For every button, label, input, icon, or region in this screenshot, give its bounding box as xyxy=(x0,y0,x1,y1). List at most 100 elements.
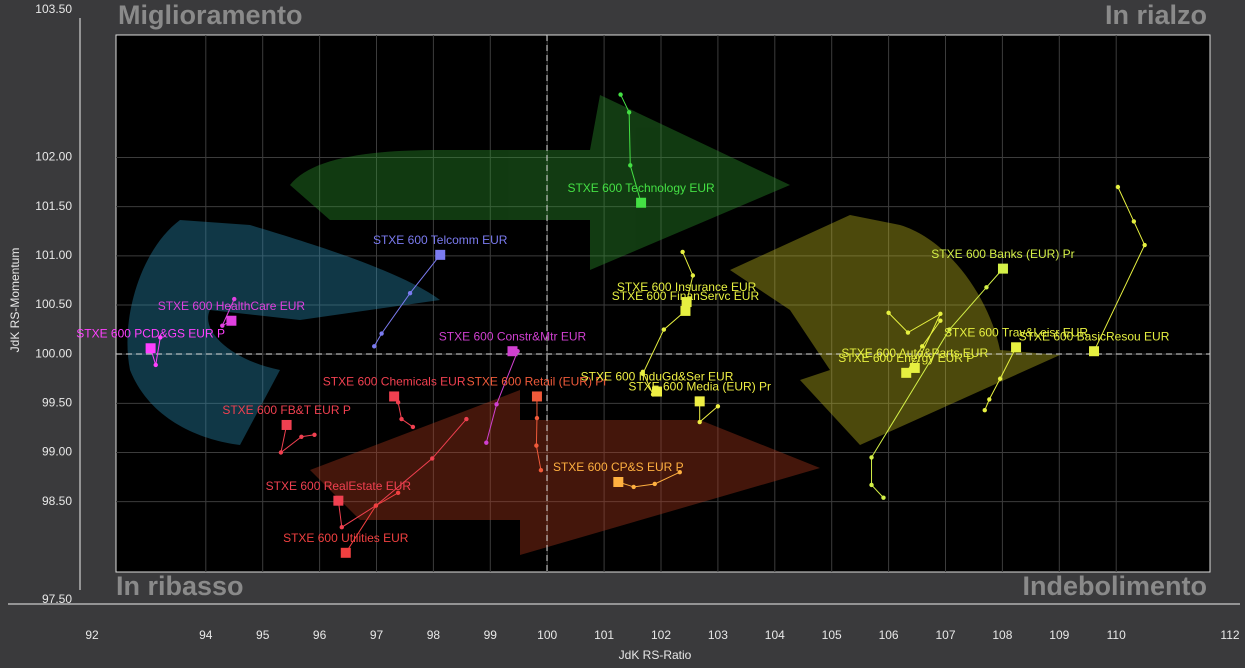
trail-point xyxy=(947,327,952,332)
trail-point xyxy=(982,408,987,413)
trail-point xyxy=(410,424,416,430)
trail-point xyxy=(430,456,435,461)
x-tick-label: 98 xyxy=(427,628,441,642)
trail-point xyxy=(153,362,158,368)
trail-point xyxy=(1115,184,1121,190)
trail xyxy=(1093,186,1146,352)
trail-point xyxy=(652,481,657,487)
series-label: STXE 600 Retail (EUR) Pr xyxy=(467,375,608,389)
y-tick-label: 98.50 xyxy=(42,494,72,508)
trail-point xyxy=(886,310,891,316)
trail-point xyxy=(697,419,702,425)
trail-point xyxy=(407,291,413,296)
trail-point xyxy=(715,404,721,409)
trail xyxy=(535,396,542,471)
trail-point xyxy=(484,440,489,445)
trail-point xyxy=(905,330,911,335)
trail xyxy=(618,471,680,488)
x-tick-label: 108 xyxy=(992,628,1012,642)
trail-point xyxy=(312,432,317,437)
head-marker xyxy=(694,396,705,407)
trail xyxy=(888,312,942,369)
y-axis-label: JdK RS-Momentum xyxy=(8,248,22,353)
trail-point xyxy=(661,327,667,332)
x-tick-label: 102 xyxy=(651,628,671,642)
trail-point xyxy=(640,371,645,377)
x-tick-label: 99 xyxy=(484,628,498,642)
x-tick-label: 97 xyxy=(370,628,384,642)
trail-point xyxy=(395,490,401,496)
trail-point xyxy=(299,434,304,439)
trail xyxy=(620,94,642,203)
quadrant-label: Indebolimento xyxy=(1023,571,1208,601)
head-marker xyxy=(901,367,912,378)
x-tick-label: 103 xyxy=(708,628,728,642)
x-tick-label: 100 xyxy=(537,628,557,642)
trail-point xyxy=(220,323,225,328)
series-label: STXE 600 Technology EUR xyxy=(567,181,715,195)
series-label: STXE 600 BasicResou EUR xyxy=(1019,329,1170,343)
head-marker xyxy=(281,419,292,430)
x-tick-label: 112 xyxy=(1220,628,1239,642)
head-marker xyxy=(681,297,692,308)
trail-point xyxy=(1131,219,1137,224)
trail xyxy=(373,254,441,347)
trail-point xyxy=(987,397,992,402)
head-marker xyxy=(340,547,351,558)
trail-point xyxy=(464,416,469,422)
series-label: STXE 600 Media (EUR) Pr xyxy=(628,380,771,394)
head-marker xyxy=(507,346,518,357)
trail-point xyxy=(372,344,377,349)
head-marker xyxy=(680,305,691,316)
arrow-yellow xyxy=(730,215,1060,445)
x-tick-label: 105 xyxy=(822,628,842,642)
plot-area xyxy=(115,34,1211,573)
series-label: STXE 600 Insurance EUR xyxy=(617,280,757,294)
trail-point xyxy=(538,468,544,473)
series-label: STXE 600 Banks (EUR) Pr xyxy=(931,247,1074,261)
series-layer: STXE 600 Technology EUR STXE 600 Telcomm … xyxy=(76,92,1170,558)
head-marker xyxy=(652,386,663,397)
head-marker xyxy=(389,391,400,402)
x-tick-label: 110 xyxy=(1107,628,1126,642)
series-label: STXE 600 Trav&Leisr EUR xyxy=(944,325,1088,339)
series-label: STXE 600 RealEstate EUR xyxy=(266,479,412,493)
head-marker xyxy=(145,343,156,354)
series-label: STXE 600 Energy EUR P xyxy=(838,351,974,365)
head-marker xyxy=(1011,342,1022,353)
head-marker xyxy=(636,197,647,208)
series-label: STXE 600 Auto&Parts EUR xyxy=(841,346,988,360)
trail-point xyxy=(534,443,539,448)
rotation-arrows xyxy=(127,95,1060,555)
trail xyxy=(871,268,1004,499)
quadrant-label: In ribasso xyxy=(116,571,244,601)
series-label: STXE 600 Chemicals EUR xyxy=(323,375,466,389)
trail-point xyxy=(399,416,404,422)
series-label: STXE 600 HealthCare EUR xyxy=(158,299,306,313)
trail-point xyxy=(494,402,499,407)
y-tick-label: 103.50 xyxy=(35,2,72,16)
trail-point xyxy=(984,285,989,290)
trail-point xyxy=(158,335,163,340)
x-tick-label: 107 xyxy=(935,628,955,642)
trail-point xyxy=(339,525,344,530)
y-tick-label: 100.00 xyxy=(35,346,72,360)
grid xyxy=(116,35,1210,572)
trail-point xyxy=(534,415,540,421)
y-tick-label: 101.50 xyxy=(35,199,72,213)
series-label: STXE 600 FinanServc EUR xyxy=(612,289,760,303)
head-marker xyxy=(531,391,542,402)
trail-point xyxy=(677,469,682,475)
trail-point xyxy=(628,163,633,168)
x-tick-label: 104 xyxy=(765,628,785,642)
arrow-red xyxy=(310,390,820,555)
x-tick-label: 96 xyxy=(313,628,327,642)
head-marker xyxy=(909,362,920,373)
y-tick-label: 102.00 xyxy=(35,150,72,164)
series-label: STXE 600 CP&S EUR P xyxy=(553,460,684,474)
series-label: STXE 600 FB&T EUR P xyxy=(222,403,351,417)
head-marker xyxy=(997,263,1008,274)
series-label: STXE 600 InduGd&Ser EUR xyxy=(581,370,734,384)
x-tick-label: 106 xyxy=(879,628,899,642)
head-marker xyxy=(613,477,624,487)
